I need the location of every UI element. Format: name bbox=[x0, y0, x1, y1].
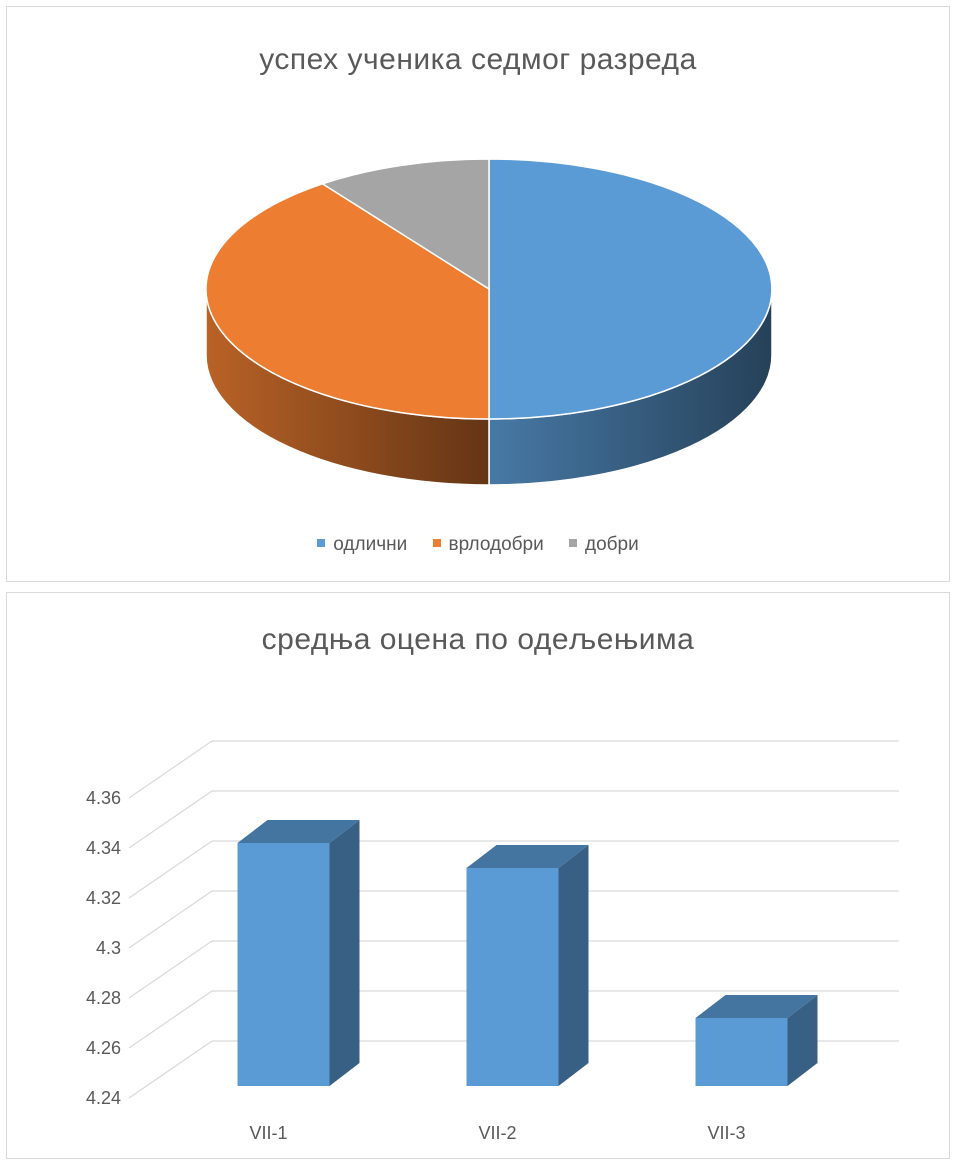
bar-front-1 bbox=[466, 868, 559, 1086]
bar-chart-panel: средња оцена по одељењима 4.24 4.26 4.28 4.… bbox=[6, 592, 950, 1159]
bar-top-1 bbox=[466, 845, 589, 868]
gridline-diag-3 bbox=[128, 890, 213, 949]
bar-side-0 bbox=[329, 820, 360, 1086]
legend-swatch-vrlodobri bbox=[432, 538, 441, 547]
legend-item-vrlodobri: врлодобри bbox=[432, 534, 544, 556]
gridline-diag-0 bbox=[128, 1040, 213, 1099]
bar-front-2 bbox=[695, 1018, 788, 1086]
x-tick-label-1: VII-2 bbox=[478, 1123, 516, 1143]
bar-chart: 4.24 4.26 4.28 4.3 4.32 4.34 4.36 VII-1 VII-2 VII… bbox=[86, 740, 899, 1143]
legend-label-vrlodobri: врлодобри bbox=[448, 534, 544, 555]
x-tick-label-0: VII-1 bbox=[249, 1123, 287, 1143]
pie-slice-1 bbox=[205, 183, 490, 420]
y-tick-label-0: 4.24 bbox=[86, 1088, 121, 1108]
bar-top-0 bbox=[237, 820, 360, 843]
gridline-diag-4 bbox=[128, 840, 213, 899]
bar-chart-title: средња оцена по одељењима bbox=[261, 623, 695, 656]
pie-legend: одлични врлодобри добри bbox=[7, 534, 949, 556]
x-tick-label-2: VII-3 bbox=[707, 1123, 745, 1143]
y-tick-label-4: 4.32 bbox=[86, 888, 121, 908]
legend-label-odlicni: одлични bbox=[333, 534, 408, 555]
pie-chart bbox=[205, 158, 773, 486]
y-tick-label-1: 4.26 bbox=[86, 1038, 121, 1058]
gridline-diag-2 bbox=[128, 940, 213, 999]
y-tick-label-5: 4.34 bbox=[86, 838, 121, 858]
pie-chart-panel: успех ученика седмог разреда одлични врл… bbox=[6, 6, 950, 582]
pie-chart-title: успех ученика седмог разреда bbox=[259, 43, 697, 76]
legend-label-dobri: добри bbox=[584, 534, 639, 555]
bar-side-2 bbox=[787, 995, 818, 1086]
y-tick-label-2: 4.28 bbox=[86, 988, 121, 1008]
legend-swatch-odlicni bbox=[317, 538, 326, 547]
legend-swatch-dobri bbox=[568, 538, 577, 547]
bar-front-0 bbox=[237, 843, 330, 1086]
gridline-diag-5 bbox=[128, 790, 213, 849]
pie-slice-0 bbox=[488, 158, 773, 420]
gridline-diag-6 bbox=[128, 740, 213, 799]
bar-top-2 bbox=[695, 995, 818, 1018]
pie-slice-2 bbox=[320, 158, 490, 291]
legend-item-dobri: добри bbox=[568, 534, 639, 556]
legend-item-odlicni: одлични bbox=[317, 534, 407, 556]
y-tick-label-6: 4.36 bbox=[86, 788, 121, 808]
gridline-diag-1 bbox=[128, 990, 213, 1049]
y-tick-label-3: 4.3 bbox=[96, 938, 121, 958]
bar-side-1 bbox=[558, 845, 589, 1086]
